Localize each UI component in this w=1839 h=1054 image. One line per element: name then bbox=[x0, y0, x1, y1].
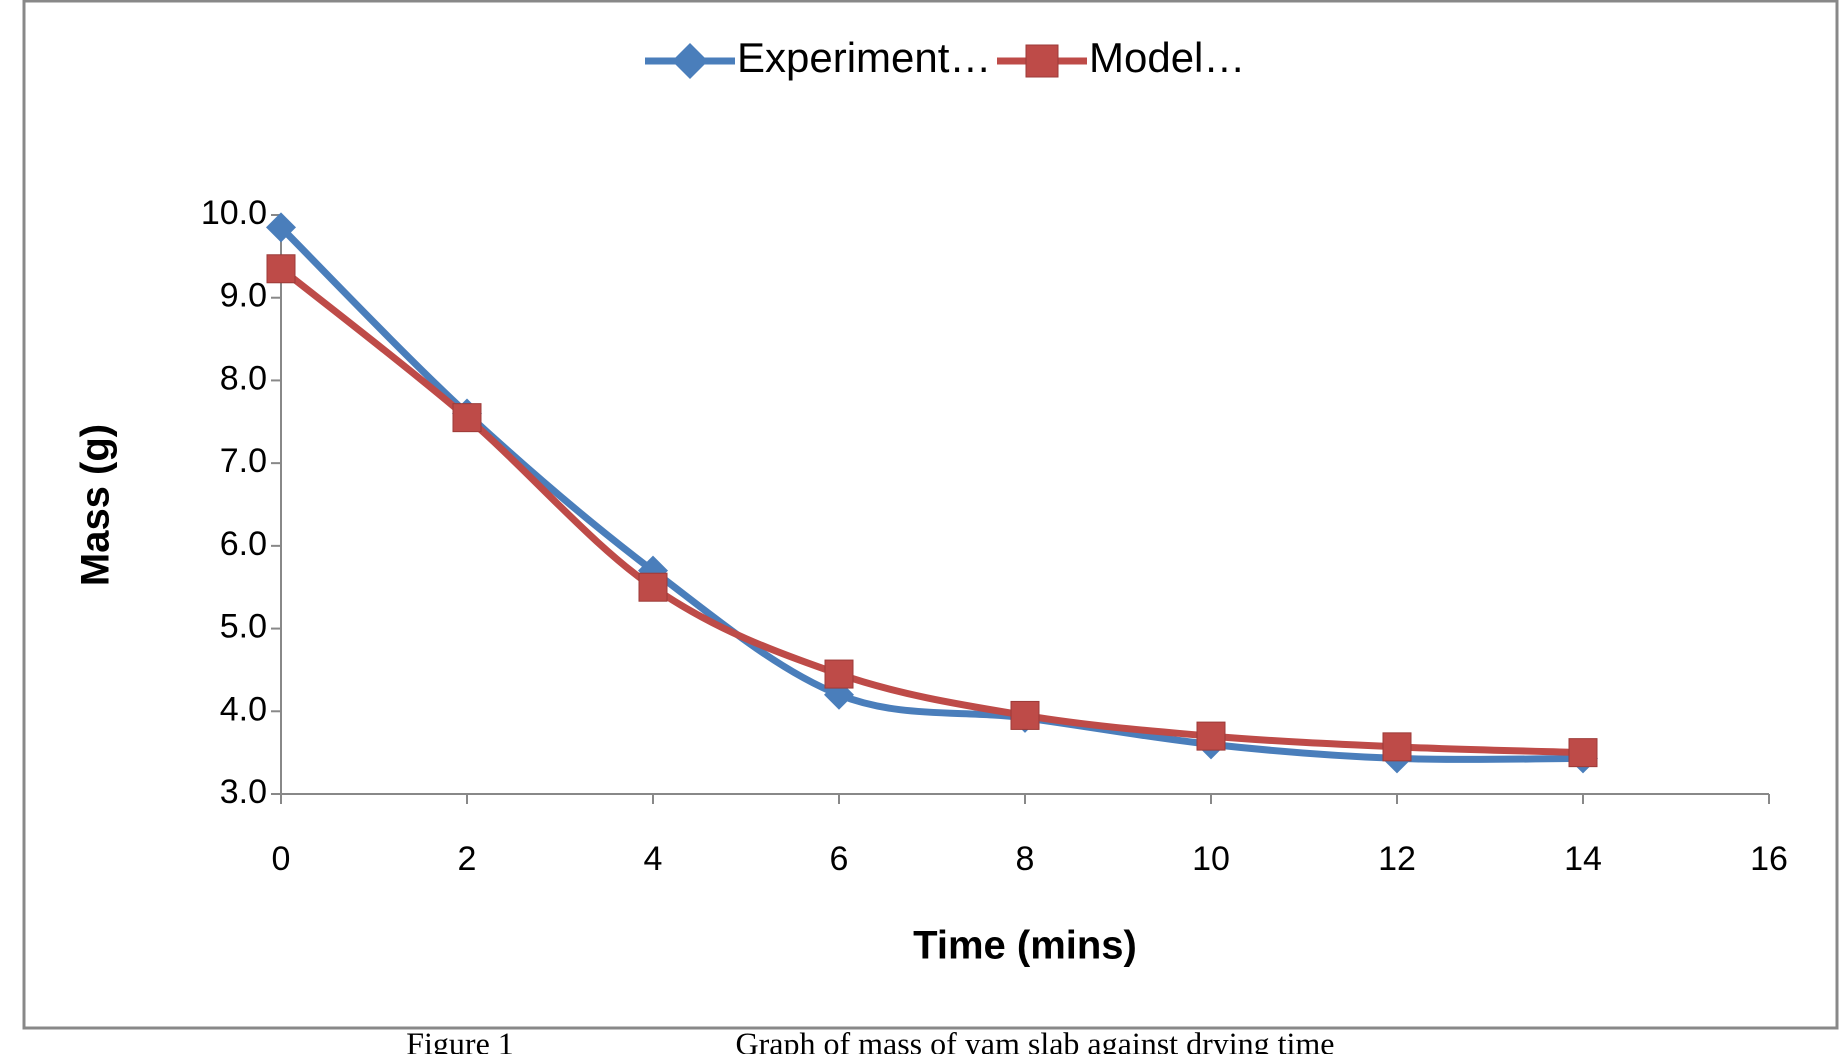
data-point bbox=[824, 659, 854, 689]
figure-caption: Graph of mass of yam slab against drying… bbox=[736, 1025, 1335, 1054]
x-tick-label: 16 bbox=[1750, 840, 1788, 878]
chart-frame bbox=[22, 0, 1839, 1030]
y-tick-label: 8.0 bbox=[220, 359, 267, 397]
data-point bbox=[1568, 738, 1598, 768]
x-tick-label: 2 bbox=[458, 840, 477, 878]
y-tick-label: 9.0 bbox=[220, 277, 267, 315]
data-point bbox=[266, 254, 296, 284]
legend-label: Model… bbox=[1089, 34, 1245, 81]
x-tick-label: 14 bbox=[1564, 840, 1602, 878]
y-tick-label: 4.0 bbox=[220, 690, 267, 728]
legend-marker bbox=[1025, 44, 1059, 78]
data-point bbox=[638, 572, 668, 602]
data-point bbox=[1010, 700, 1040, 730]
data-point bbox=[1382, 732, 1412, 762]
x-tick-label: 8 bbox=[1016, 840, 1035, 878]
x-tick-label: 10 bbox=[1192, 840, 1230, 878]
legend-label: Experiment… bbox=[737, 34, 991, 81]
x-axis-title: Time (mins) bbox=[913, 924, 1137, 968]
x-tick-label: 4 bbox=[644, 840, 663, 878]
y-tick-label: 3.0 bbox=[220, 773, 267, 811]
y-tick-label: 7.0 bbox=[220, 442, 267, 480]
y-axis-title: Mass (g) bbox=[74, 424, 118, 586]
x-tick-label: 12 bbox=[1378, 840, 1416, 878]
data-point bbox=[266, 212, 296, 243]
legend-marker bbox=[672, 43, 708, 79]
y-tick-label: 6.0 bbox=[220, 525, 267, 563]
x-tick-label: 0 bbox=[272, 840, 291, 878]
y-tick-label: 10.0 bbox=[201, 194, 267, 232]
x-tick-label: 6 bbox=[830, 840, 849, 878]
figure-label: Figure 1 bbox=[406, 1025, 514, 1054]
data-point bbox=[452, 403, 482, 433]
data-point bbox=[1196, 721, 1226, 751]
y-tick-label: 5.0 bbox=[220, 608, 267, 646]
